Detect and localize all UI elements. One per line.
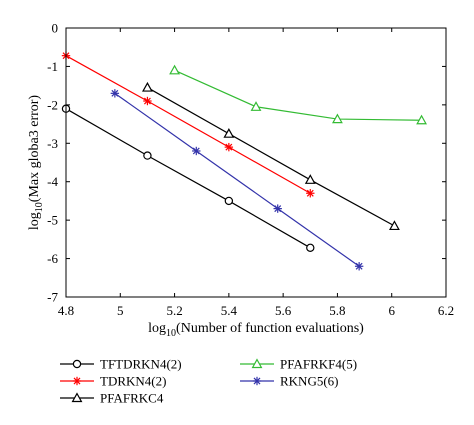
data-point: [143, 96, 152, 106]
series-3: [169, 64, 427, 125]
legend-label: TDRKN4(2): [100, 374, 166, 389]
legend-marker: [251, 358, 263, 369]
legend-marker: [71, 392, 83, 403]
data-point: [250, 101, 262, 111]
data-point: [389, 220, 400, 231]
series-line: [65, 108, 311, 249]
y-tick-label: 0: [52, 21, 59, 36]
x-tick-label: 5.2: [166, 303, 182, 318]
data-point: [304, 174, 316, 184]
plot-frame: [65, 27, 447, 298]
legend-entry: TFTDRKN4(2): [60, 357, 182, 372]
x-tick-label: 5.6: [275, 303, 292, 318]
data-point: [192, 146, 201, 156]
y-tick-label: -5: [47, 213, 58, 228]
legend-marker: [72, 376, 82, 386]
data-point: [143, 151, 152, 160]
y-tick-label: -2: [47, 97, 58, 112]
data-point: [306, 189, 315, 198]
x-tick-label: 6: [388, 303, 395, 318]
data-point: [332, 113, 343, 124]
data-point: [110, 89, 120, 98]
data-point: [224, 196, 234, 206]
x-tick-label: 5: [117, 303, 124, 318]
series-line: [65, 55, 311, 194]
y-tick-label: -3: [47, 136, 58, 151]
legend: TFTDRKN4(2) TDRKN4(2) PFAFRKC4 PFAFRKF4(5) R…: [60, 357, 357, 406]
data-point: [306, 243, 315, 253]
data-point: [142, 81, 153, 92]
y-tick-label: -6: [47, 251, 58, 266]
legend-entry: PFAFRKF4(5): [240, 357, 357, 372]
y-tick-label: -4: [47, 174, 58, 189]
data-point: [169, 64, 180, 75]
x-tick-label: 5.8: [329, 303, 345, 318]
series-0: [61, 104, 315, 253]
y-tick-label: -1: [47, 59, 58, 74]
legend-entry: PFAFRKC4: [60, 391, 164, 406]
y-tick-label: -7: [47, 290, 58, 305]
series-line: [174, 69, 422, 121]
series-line: [114, 92, 360, 267]
x-tick-label: 4.8: [58, 303, 74, 318]
series-2: [142, 81, 400, 231]
legend-label: PFAFRKF4(5): [280, 357, 357, 372]
data-point: [416, 114, 427, 125]
legend-entry: RKNG5(6): [240, 374, 339, 389]
data-point: [223, 128, 235, 138]
data-point: [273, 204, 282, 213]
x-tick-label: 6.2: [438, 303, 454, 318]
legend-marker: [72, 359, 82, 369]
series-4: [110, 89, 364, 271]
y-axis-label: log10(Max globa3 error): [27, 95, 45, 231]
axes: 4.8 5 5.2 5.4 5.6 5.8 6 6.2 0 -1 -2 -3 -4 -5 -6 -7 log10…: [27, 21, 454, 340]
x-tick-label: 5.4: [221, 303, 238, 318]
plot-area: [61, 51, 427, 271]
legend-marker: [252, 376, 262, 386]
legend-label: PFAFRKC4: [100, 391, 164, 406]
series-line: [147, 87, 395, 227]
data-point: [224, 142, 234, 152]
legend-label: TFTDRKN4(2): [100, 357, 182, 372]
series-1: [61, 51, 315, 198]
x-axis-label: log10(Number of function evaluations): [148, 321, 364, 339]
legend-label: RKNG5(6): [280, 374, 339, 389]
data-point: [354, 262, 364, 271]
legend-entry: TDRKN4(2): [60, 374, 166, 389]
